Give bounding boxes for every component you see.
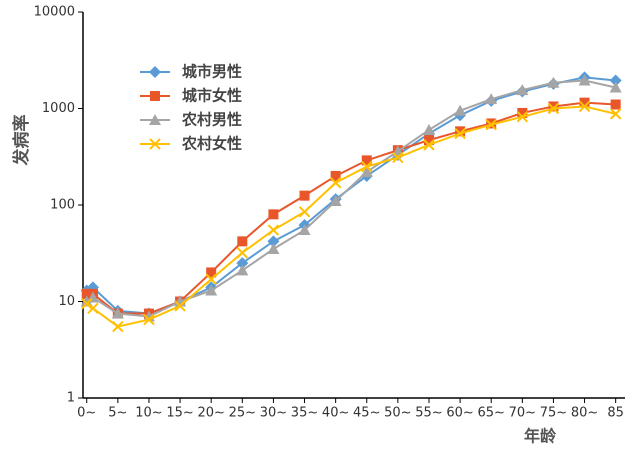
series-line — [86, 105, 616, 328]
marker — [236, 264, 249, 276]
legend-label: 农村女性 — [181, 135, 242, 153]
marker — [329, 195, 342, 207]
x-tick-label: 45~ — [353, 406, 380, 421]
marker — [609, 108, 622, 120]
x-tick-label: 85 — [607, 406, 624, 421]
legend-marker — [149, 114, 161, 125]
marker — [330, 170, 341, 181]
y-tick-label: 1000 — [42, 101, 75, 116]
x-tick-label: 5~ — [108, 406, 127, 421]
marker — [422, 123, 435, 135]
marker — [609, 74, 622, 87]
x-tick-label: 75~ — [540, 406, 567, 421]
legend-label: 城市男性 — [182, 63, 242, 81]
marker — [454, 104, 467, 116]
x-tick-label: 60~ — [446, 406, 473, 421]
marker — [298, 206, 311, 218]
y-tick-label: 10000 — [34, 5, 75, 20]
x-axis-label: 年龄 — [524, 427, 557, 446]
marker — [360, 165, 373, 177]
marker — [485, 93, 498, 105]
marker — [423, 135, 434, 146]
marker — [454, 127, 466, 140]
marker — [578, 74, 591, 86]
legend-marker — [150, 91, 160, 101]
marker — [205, 273, 217, 285]
marker — [299, 190, 310, 201]
marker — [547, 102, 560, 115]
legend-label: 农村男性 — [181, 111, 242, 129]
x-tick-label: 25~ — [229, 406, 256, 421]
marker — [361, 155, 372, 166]
marker — [392, 151, 404, 164]
x-tick-label: 0~ — [77, 406, 96, 421]
marker — [236, 247, 249, 259]
x-tick-label: 50~ — [384, 406, 411, 421]
marker — [205, 284, 218, 296]
x-tick-label: 80~ — [571, 406, 598, 421]
marker — [455, 126, 466, 137]
marker — [174, 300, 186, 312]
marker — [298, 224, 311, 236]
marker — [236, 257, 249, 270]
marker — [237, 236, 248, 247]
marker — [517, 107, 528, 118]
legend-marker — [149, 138, 161, 150]
y-tick-label: 10 — [58, 294, 75, 309]
x-tick-label: 20~ — [197, 406, 224, 421]
marker — [87, 302, 99, 315]
marker — [111, 307, 124, 319]
x-tick-label: 15~ — [166, 406, 193, 421]
marker — [81, 297, 93, 310]
legend-marker — [149, 66, 161, 78]
y-tick-label: 100 — [50, 198, 75, 213]
marker — [609, 81, 622, 93]
x-tick-label: 40~ — [322, 406, 349, 421]
marker — [578, 100, 591, 113]
marker — [579, 97, 590, 108]
series-line — [86, 79, 616, 318]
marker — [329, 177, 342, 189]
x-tick-label: 10~ — [135, 406, 162, 421]
x-tick-label: 35~ — [291, 406, 318, 421]
marker — [112, 320, 124, 333]
marker — [548, 101, 559, 112]
marker — [267, 224, 280, 236]
marker — [206, 267, 217, 278]
marker — [547, 76, 560, 88]
y-tick-label: 1 — [67, 391, 75, 406]
x-tick-label: 65~ — [477, 406, 504, 421]
series-line — [86, 101, 616, 315]
marker — [423, 139, 435, 151]
marker — [485, 118, 497, 131]
x-tick-label: 70~ — [509, 406, 536, 421]
marker — [516, 111, 529, 123]
marker — [267, 235, 280, 248]
x-tick-label: 55~ — [415, 406, 442, 421]
marker — [516, 84, 529, 96]
x-tick-label: 30~ — [260, 406, 287, 421]
legend-label: 城市女性 — [182, 87, 242, 105]
y-axis-label: 发病率 — [11, 115, 32, 167]
marker — [361, 160, 373, 173]
marker — [610, 99, 621, 110]
marker — [143, 313, 155, 326]
marker — [267, 242, 280, 254]
marker — [81, 288, 92, 299]
marker — [268, 209, 279, 220]
